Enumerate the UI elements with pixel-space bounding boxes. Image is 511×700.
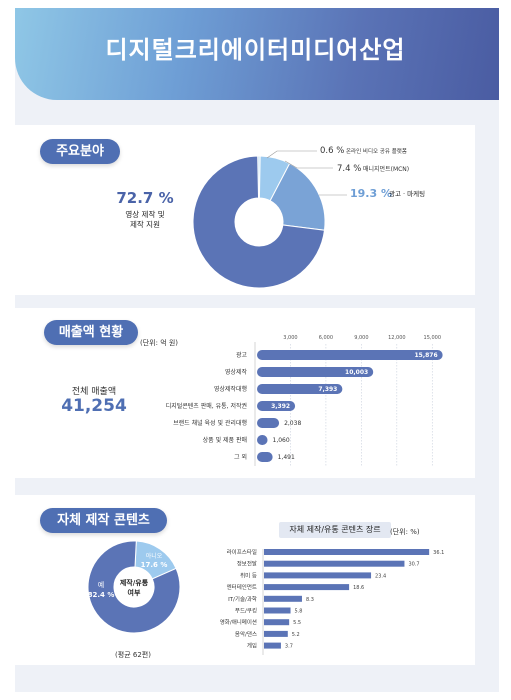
genre-unit: (단위: %) [390,528,420,536]
donut-slice-yes [87,540,181,634]
genre-value-5: 5.8 [295,609,303,615]
bar-2 [257,384,343,394]
genre-category-6: 영화/애니메이션 [220,618,257,626]
bar-value-0: 15,876 [414,352,437,359]
pie-label-2: 매니지먼트(MCN) [363,165,409,173]
pie-label-1: 광고 · 마케팅 [389,189,425,198]
genre-bar-2 [264,572,372,579]
donut-center-line1: 제작/유통 [120,578,149,587]
pie-slice-0 [192,155,326,289]
bar-5 [257,435,268,445]
genre-bar-7 [264,630,288,637]
bar-category-2: 영상제작대행 [214,385,247,393]
genre-category-8: 게임 [247,642,257,650]
bar-value-5: 1,060 [273,437,290,444]
bar-category-6: 그 외 [234,454,247,461]
genre-bar-5 [264,607,291,614]
genre-bar-0 [264,549,430,555]
genre-category-2: 취미 등 [240,571,257,579]
genre-value-7: 5.2 [292,632,300,638]
genre-bar-1 [264,560,405,567]
pie-label-3: 온라인 비디오 공유 플랫폼 [346,147,407,155]
genre-value-0: 36.1 [433,550,444,556]
donut-center-line2: 여부 [128,588,141,597]
axis-tick-0: 3,000 [283,335,297,341]
bar-value-4: 2,038 [284,420,301,427]
pie-value-3: 0.6 % [320,146,344,156]
genre-bar-4 [264,595,302,602]
title-banner [15,8,499,100]
genre-bar-6 [264,619,290,626]
genre-value-1: 30.7 [408,562,419,568]
axis-tick-1: 6,000 [319,335,333,341]
axis-tick-2: 9,000 [354,335,368,341]
bar-value-3: 3,392 [271,403,290,410]
genre-category-5: 푸드/쿠킹 [235,608,257,615]
bar-category-5: 상품 및 제품 판매 [203,436,247,444]
genre-category-1: 정보전달 [237,560,257,568]
donut-label-no: 아니오 [146,552,163,560]
revenue-total-value: 41,254 [61,396,127,416]
pie-label-0-line2: 제작 지원 [130,219,160,229]
bar-1 [257,367,374,377]
pie-label-0-line1: 영상 제작 및 [125,209,164,219]
bar-category-4: 브랜드 채널 육성 및 관리대행 [173,419,247,427]
main-fields-pie-chart: 72.7 % 영상 제작 및제작 지원 19.3 %광고 · 마케팅 7.4 % 매니지… [116,146,425,289]
bar-value-6: 1,491 [278,454,295,461]
pie-value-0: 72.7 % [116,189,173,207]
bar-4 [257,418,280,428]
bar-3 [257,401,296,411]
genre-title: 자체 제작/유통 콘텐츠 장르 [289,525,381,534]
genre-bar-8 [264,642,281,649]
page-title: 디지털크리에이터미디어산업 [105,36,406,64]
genre-bar-3 [264,584,350,591]
bar-category-0: 광고 [236,352,248,359]
bar-category-1: 영상제작 [225,368,248,376]
donut-label-yes: 예 [98,580,104,589]
genre-category-7: 음악/댄스 [235,630,257,638]
genre-category-0: 라이프스타일 [227,548,257,556]
own-content-label: 자체 제작 콘텐츠 [40,508,167,533]
revenue-label: 매출액 현황 [44,320,138,345]
revenue-total-label: 전체 매출액 [71,387,117,397]
leader-line-2 [284,160,333,169]
bar-category-3: 디지털콘텐츠 판매, 유통, 저작권 [166,402,247,410]
genre-category-4: IT/기술/과학 [228,595,257,603]
genre-value-3: 18.6 [353,585,364,591]
revenue-bar-chart: 3,000 6,000 9,000 12,000 15,000 광고 15,876 영상제작 1… [166,335,443,466]
genre-title-box [279,522,391,538]
genre-value-8: 3.7 [285,644,293,650]
donut-value-no: 17.6 % [141,561,168,569]
revenue-unit: (단위: 억 원) [140,339,179,347]
leader-line-3 [266,150,317,159]
axis-tick-4: 15,000 [424,335,442,341]
pie-value-2: 7.4 % [337,164,361,174]
avg-note: (평균 62편) [115,651,151,659]
genre-value-6: 5.5 [293,620,301,626]
pie-value-1: 19.3 % [350,187,392,200]
genre-value-4: 8.3 [306,597,314,603]
bar-0 [257,350,443,360]
bar-value-1: 10,003 [345,369,368,376]
bar-6 [257,452,273,462]
genre-value-2: 23.4 [375,573,386,579]
axis-tick-3: 12,000 [388,335,406,341]
main-fields-label: 주요분야 [40,139,120,164]
genre-category-3: 엔터테인먼트 [227,583,257,591]
bar-value-2: 7,393 [318,386,337,393]
donut-value-yes: 82.4 % [88,591,115,599]
